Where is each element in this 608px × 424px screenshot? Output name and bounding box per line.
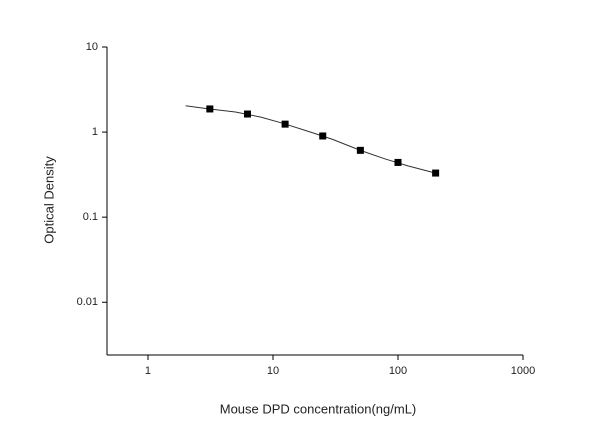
y-tick-label: 0.1 [83,211,98,223]
data-point [432,169,440,177]
data-point [206,105,214,113]
y-tick-label: 10 [86,41,98,53]
x-tick-label: 1 [145,365,151,377]
x-tick-label: 1000 [511,365,535,377]
x-tick-label: 10 [267,365,279,377]
y-tick-label: 0.01 [77,296,98,308]
data-point [243,110,251,118]
y-tick-label: 1 [92,126,98,138]
x-tick-label: 100 [389,365,407,377]
data-point [394,158,402,166]
x-axis-title: Mouse DPD concentration(ng/mL) [220,401,417,416]
data-point [356,146,364,154]
y-axis-title: Optical Density [41,156,56,244]
data-point [319,132,327,140]
fit-curve [185,105,436,174]
data-point [281,120,289,128]
